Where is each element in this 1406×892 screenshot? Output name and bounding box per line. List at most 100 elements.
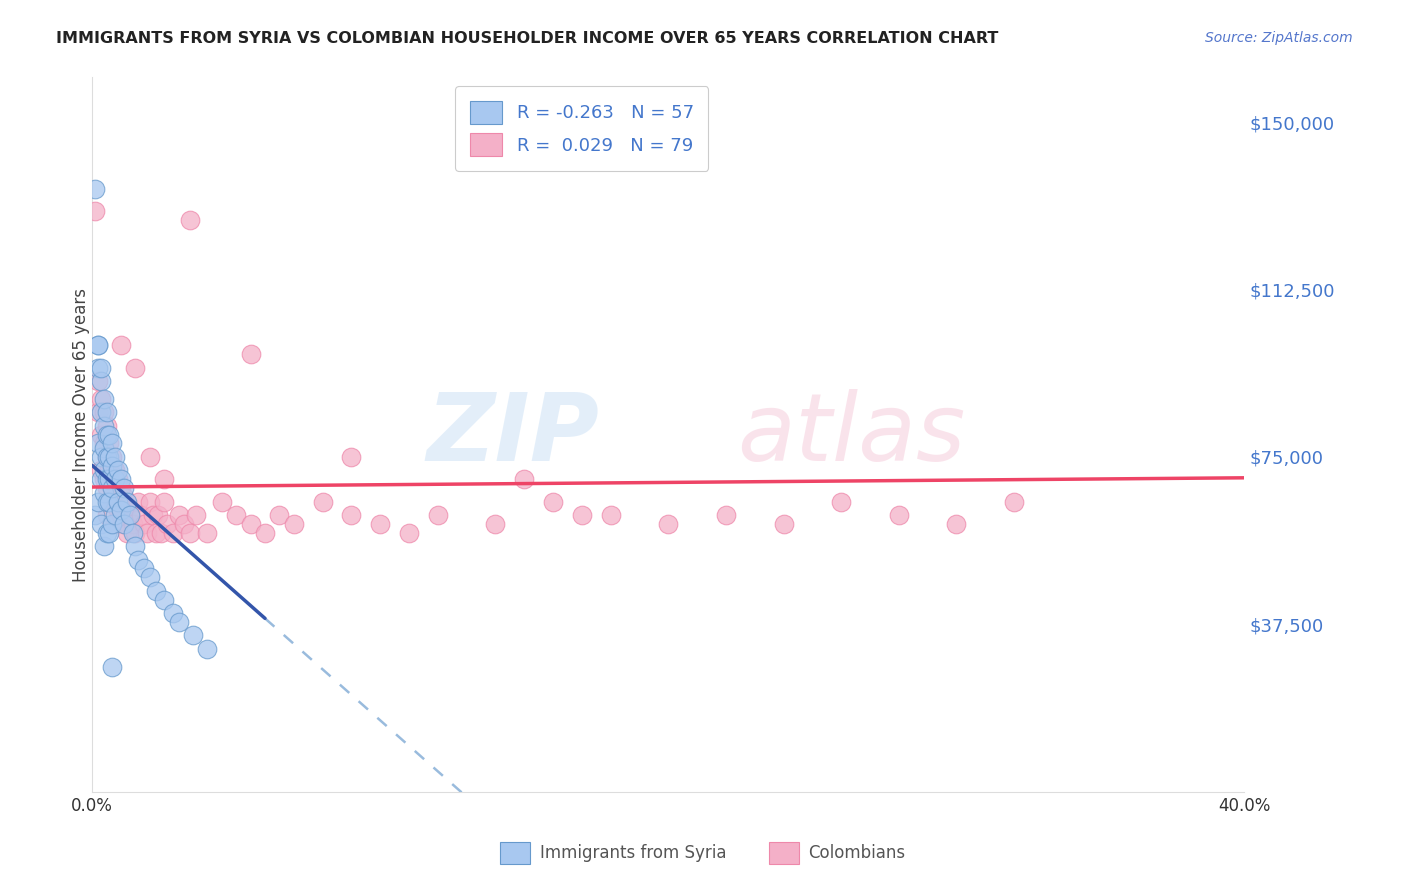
Point: [179, 525, 201, 540]
Point: [253, 525, 276, 540]
Legend: Immigrants from Syria, Colombians: Immigrants from Syria, Colombians: [494, 836, 912, 871]
Point: [239, 347, 262, 361]
Point: [657, 516, 679, 531]
Point: [93, 463, 115, 477]
Point: [96, 494, 118, 508]
Point: [714, 508, 737, 522]
Text: IMMIGRANTS FROM SYRIA VS COLOMBIAN HOUSEHOLDER INCOME OVER 65 YEARS CORRELATION : IMMIGRANTS FROM SYRIA VS COLOMBIAN HOUSE…: [56, 31, 998, 46]
Point: [197, 525, 219, 540]
Point: [87, 436, 110, 450]
Point: [112, 481, 135, 495]
Point: [98, 427, 121, 442]
Point: [87, 338, 110, 352]
Point: [112, 490, 135, 504]
Point: [139, 494, 162, 508]
Point: [90, 516, 112, 531]
Point: [115, 525, 138, 540]
Point: [90, 374, 112, 388]
Point: [104, 463, 127, 477]
Point: [110, 508, 132, 522]
Point: [84, 204, 107, 219]
Text: Source: ZipAtlas.com: Source: ZipAtlas.com: [1205, 31, 1353, 45]
Point: [340, 450, 363, 464]
Point: [283, 516, 305, 531]
Point: [211, 494, 233, 508]
Point: [110, 472, 132, 486]
Point: [167, 615, 190, 629]
Point: [142, 508, 165, 522]
Point: [93, 472, 115, 486]
Point: [90, 472, 112, 486]
Point: [887, 508, 910, 522]
Point: [93, 418, 115, 433]
Point: [162, 606, 184, 620]
Point: [239, 516, 262, 531]
Point: [124, 360, 146, 375]
Point: [90, 450, 112, 464]
Point: [311, 494, 333, 508]
Point: [945, 516, 967, 531]
Point: [96, 405, 118, 419]
Point: [101, 481, 124, 495]
Point: [110, 503, 132, 517]
Point: [129, 508, 152, 522]
Point: [156, 516, 179, 531]
Point: [87, 494, 110, 508]
Point: [145, 525, 167, 540]
Point: [98, 463, 121, 477]
Text: atlas: atlas: [737, 389, 966, 480]
Point: [112, 516, 135, 531]
Point: [269, 508, 291, 522]
Point: [101, 450, 124, 464]
Point: [121, 525, 143, 540]
Point: [127, 552, 149, 566]
Point: [96, 508, 118, 522]
Point: [115, 499, 138, 513]
Point: [107, 503, 129, 517]
Point: [173, 516, 195, 531]
Point: [599, 508, 621, 522]
Point: [101, 458, 124, 473]
Point: [148, 508, 170, 522]
Point: [90, 463, 112, 477]
Legend: R = -0.263   N = 57, R =  0.029   N = 79: R = -0.263 N = 57, R = 0.029 N = 79: [456, 87, 709, 170]
Point: [124, 525, 146, 540]
Text: ZIP: ZIP: [426, 389, 599, 481]
Point: [96, 525, 118, 540]
Point: [87, 374, 110, 388]
Point: [179, 213, 201, 227]
Point: [124, 539, 146, 553]
Point: [87, 338, 110, 352]
Point: [197, 641, 219, 656]
Point: [115, 494, 138, 508]
Point: [98, 472, 121, 486]
Point: [110, 338, 132, 352]
Point: [118, 508, 141, 522]
Point: [150, 525, 173, 540]
Point: [87, 405, 110, 419]
Point: [96, 450, 118, 464]
Point: [513, 472, 536, 486]
Point: [101, 659, 124, 673]
Point: [98, 494, 121, 508]
Point: [101, 481, 124, 495]
Point: [90, 360, 112, 375]
Point: [84, 182, 107, 196]
Point: [93, 436, 115, 450]
Point: [107, 494, 129, 508]
Point: [398, 525, 420, 540]
Point: [139, 450, 162, 464]
Point: [368, 516, 391, 531]
Point: [90, 392, 112, 406]
Point: [121, 516, 143, 531]
Point: [93, 539, 115, 553]
Point: [139, 570, 162, 584]
Point: [104, 508, 127, 522]
Point: [118, 508, 141, 522]
Point: [132, 561, 155, 575]
Point: [571, 508, 593, 522]
Point: [167, 508, 190, 522]
Point: [107, 472, 129, 486]
Point: [426, 508, 449, 522]
Point: [96, 427, 118, 442]
